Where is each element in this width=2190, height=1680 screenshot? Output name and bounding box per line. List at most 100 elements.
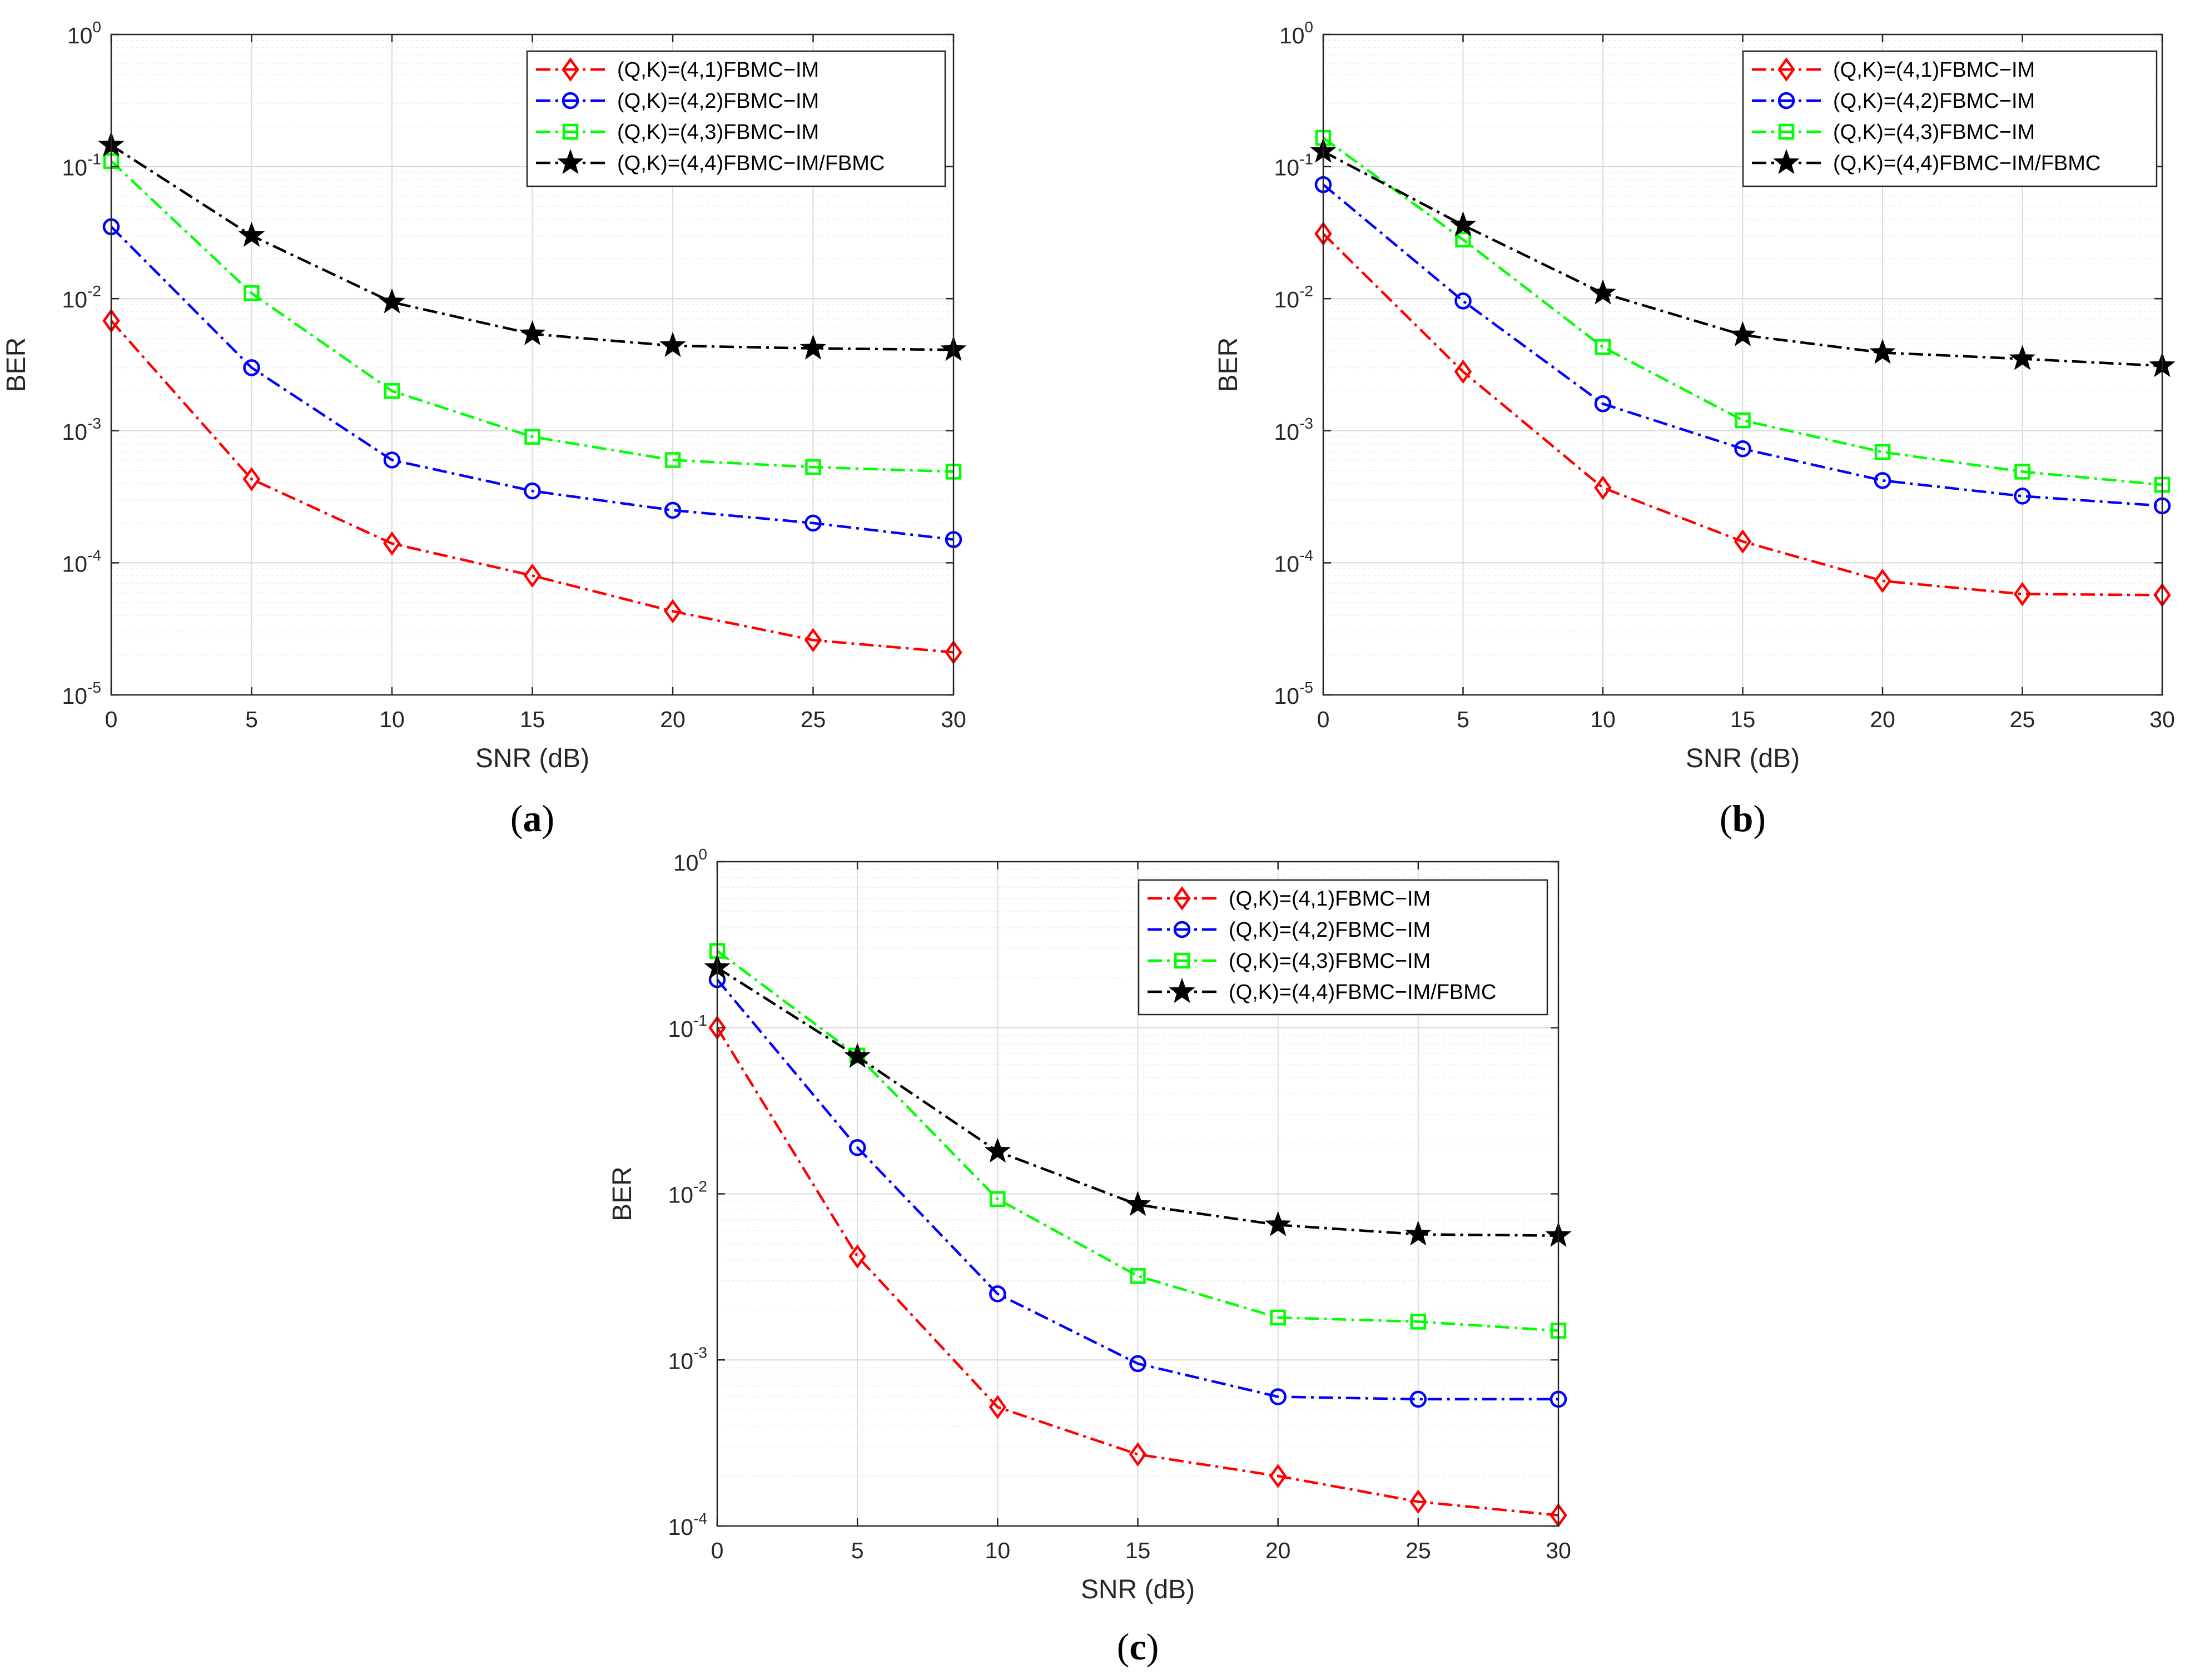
data-point xyxy=(1594,395,1612,412)
legend-item: (Q,K)=(4,2)FBMC−IM xyxy=(536,90,819,113)
data-point xyxy=(1269,1464,1287,1488)
legend-label: (Q,K)=(4,2)FBMC−IM xyxy=(1833,90,2035,113)
data-point xyxy=(805,514,822,532)
legend-label: (Q,K)=(4,3)FBMC−IM xyxy=(1833,121,2035,144)
legend-item: (Q,K)=(4,4)FBMC−IM/FBMC xyxy=(1752,149,2100,175)
x-axis-label: SNR (dB) xyxy=(475,744,589,773)
y-tick-label: 10-1 xyxy=(1274,151,1313,181)
legend-marker xyxy=(1777,92,1795,110)
caption-open-paren: ( xyxy=(510,797,523,839)
data-point xyxy=(379,288,405,314)
x-axis-label: SNR (dB) xyxy=(1081,1575,1195,1604)
data-point xyxy=(243,359,260,376)
x-tick-label: 25 xyxy=(801,707,826,732)
series-2 xyxy=(102,218,962,548)
legend-marker xyxy=(1174,952,1190,969)
series-line xyxy=(716,978,1558,1401)
y-tick-label: 10-1 xyxy=(62,151,101,181)
data-point xyxy=(1455,231,1471,248)
y-tick-label: 10-4 xyxy=(62,546,101,576)
data-point xyxy=(844,1042,871,1068)
x-tick-label: 15 xyxy=(520,707,545,732)
data-point xyxy=(1129,1355,1146,1373)
legend-label: (Q,K)=(4,3)FBMC−IM xyxy=(1229,950,1431,973)
legend-item: (Q,K)=(4,1)FBMC−IM xyxy=(1752,57,2035,82)
panel-caption: (a) xyxy=(510,797,554,839)
data-point xyxy=(1409,1390,1427,1408)
data-point xyxy=(1874,569,1891,593)
data-point xyxy=(664,452,681,468)
legend-item: (Q,K)=(4,1)FBMC−IM xyxy=(1148,886,1431,911)
chart-panel-c: 0 5 10 15 20 25 30 10-4 10-3 10-2 10-1 100 SNR (dB) B… xyxy=(608,846,1572,1668)
legend: (Q,K)=(4,1)FBMC−IM (Q,K)=(4,2)FBMC−IM (Q,K… xyxy=(1742,50,2158,187)
data-point xyxy=(989,1395,1007,1419)
legend-marker xyxy=(562,92,579,110)
caption-open-paren: ( xyxy=(1117,1626,1130,1668)
legend-label: (Q,K)=(4,1)FBMC−IM xyxy=(1833,58,2035,82)
data-point xyxy=(664,599,682,624)
series-line xyxy=(110,160,954,473)
caption-letter: c xyxy=(1129,1626,1146,1668)
data-point xyxy=(2013,581,2032,607)
data-point xyxy=(1595,339,1611,355)
data-point xyxy=(799,334,827,360)
legend-item: (Q,K)=(4,1)FBMC−IM xyxy=(536,57,819,82)
y-tick-label: 10-5 xyxy=(62,679,101,709)
data-point xyxy=(989,1285,1006,1303)
y-tick-label: 10-2 xyxy=(668,1178,707,1208)
legend-marker xyxy=(1173,921,1191,938)
legend-label: (Q,K)=(4,4)FBMC−IM/FBMC xyxy=(1833,152,2100,175)
x-tick-label: 30 xyxy=(2149,707,2175,732)
legend-marker xyxy=(562,123,579,140)
data-point xyxy=(523,563,542,588)
legend-item: (Q,K)=(4,4)FBMC−IM/FBMC xyxy=(536,149,885,175)
data-point xyxy=(383,451,401,469)
data-point xyxy=(1269,1388,1287,1405)
data-point xyxy=(659,331,686,357)
legend-label: (Q,K)=(4,3)FBMC−IM xyxy=(617,121,819,144)
x-tick-label: 10 xyxy=(1590,707,1616,732)
legend-item: (Q,K)=(4,4)FBMC−IM/FBMC xyxy=(1148,978,1496,1004)
legend-item: (Q,K)=(4,2)FBMC−IM xyxy=(1752,90,2035,113)
series-line xyxy=(1322,137,2163,486)
legend-marker xyxy=(557,149,584,175)
data-point xyxy=(1869,339,1896,364)
data-point xyxy=(519,320,546,345)
data-point xyxy=(383,531,401,556)
series-line xyxy=(1322,183,2163,508)
caption-close-paren: ) xyxy=(1146,1626,1159,1668)
data-point xyxy=(1734,440,1751,458)
y-tick-label: 10-4 xyxy=(1274,546,1313,576)
x-axis-label: SNR (dB) xyxy=(1686,744,1800,773)
x-tick-label: 30 xyxy=(1546,1538,1571,1563)
chart-panel-b: 0 5 10 15 20 25 30 10-5 10-4 10-3 10-2 10-1 100 SNR (… xyxy=(1214,18,2176,839)
x-tick-label: 20 xyxy=(1870,707,1895,732)
y-tick-label: 10-3 xyxy=(1274,415,1313,445)
data-point xyxy=(1449,211,1477,237)
data-point xyxy=(805,459,821,475)
y-tick-label: 10-1 xyxy=(668,1012,707,1042)
data-point xyxy=(804,628,822,653)
series-line xyxy=(716,1027,1559,1517)
series-line xyxy=(110,320,954,654)
data-point xyxy=(1454,292,1472,310)
caption-close-paren: ) xyxy=(1753,797,1766,839)
y-tick-label: 10-2 xyxy=(62,282,101,312)
data-point xyxy=(2014,464,2030,480)
x-tick-label: 20 xyxy=(660,707,686,732)
y-tick-label: 10-3 xyxy=(62,415,101,445)
x-tick-label: 25 xyxy=(2010,707,2035,732)
data-point xyxy=(1124,1191,1151,1216)
data-point xyxy=(1270,1309,1286,1326)
data-point xyxy=(1594,475,1612,500)
y-tick-label: 10-5 xyxy=(1274,679,1313,709)
legend-marker xyxy=(1173,886,1191,911)
data-point xyxy=(244,285,260,301)
data-point xyxy=(1405,1220,1432,1246)
x-tick-label: 0 xyxy=(1317,707,1330,732)
legend-label: (Q,K)=(4,4)FBMC−IM/FBMC xyxy=(617,152,885,175)
legend: (Q,K)=(4,1)FBMC−IM (Q,K)=(4,2)FBMC−IM (Q,K… xyxy=(1138,879,1548,1016)
legend-marker xyxy=(1773,149,1800,175)
data-point xyxy=(384,383,400,399)
series-1 xyxy=(102,309,962,665)
